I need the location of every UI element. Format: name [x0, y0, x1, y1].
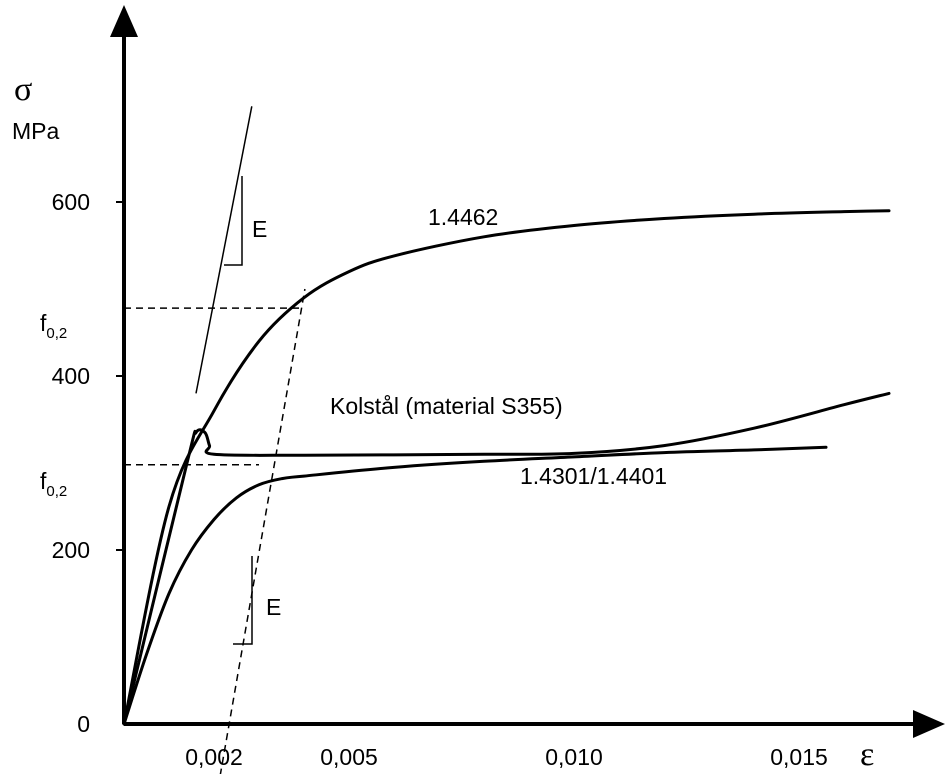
modulus-label-lower: E — [266, 594, 281, 620]
series-label-1.4462: 1.4462 — [428, 204, 498, 230]
modulus-line — [195, 106, 253, 394]
x-tick-label: 0,002 — [185, 744, 243, 770]
offset-modulus-line — [219, 288, 306, 774]
proof-stress-label-lower: f0,2 — [40, 468, 67, 500]
y-tick-label: 200 — [52, 537, 90, 563]
x-tick-label: 0,015 — [770, 744, 828, 770]
modulus-triangle-upper — [224, 176, 243, 266]
y-axis-unit: MPa — [12, 118, 60, 144]
series-line-1.4301-1.4401 — [122, 445, 828, 726]
series-label-1.4301-1.4401: 1.4301/1.4401 — [520, 463, 667, 489]
y-axis-label: σ — [14, 71, 32, 108]
y-axis-arrow — [110, 5, 138, 37]
x-axis-arrow — [913, 710, 945, 738]
series-line-1.4462 — [122, 209, 891, 726]
series-label-kolstal: Kolstål (material S355) — [330, 393, 563, 419]
modulus-triangle-lower — [233, 556, 253, 645]
y-tick-label: 0 — [77, 711, 90, 737]
modulus-label-upper: E — [252, 216, 267, 242]
proof-stress-label-upper: f0,2 — [40, 310, 67, 342]
y-tick-label: 600 — [52, 189, 90, 215]
x-axis-label: ε — [860, 736, 874, 773]
y-tick-label: 400 — [52, 363, 90, 389]
x-tick-label: 0,005 — [320, 744, 378, 770]
series-line-kolstal — [122, 391, 891, 726]
x-tick-label: 0,010 — [545, 744, 603, 770]
